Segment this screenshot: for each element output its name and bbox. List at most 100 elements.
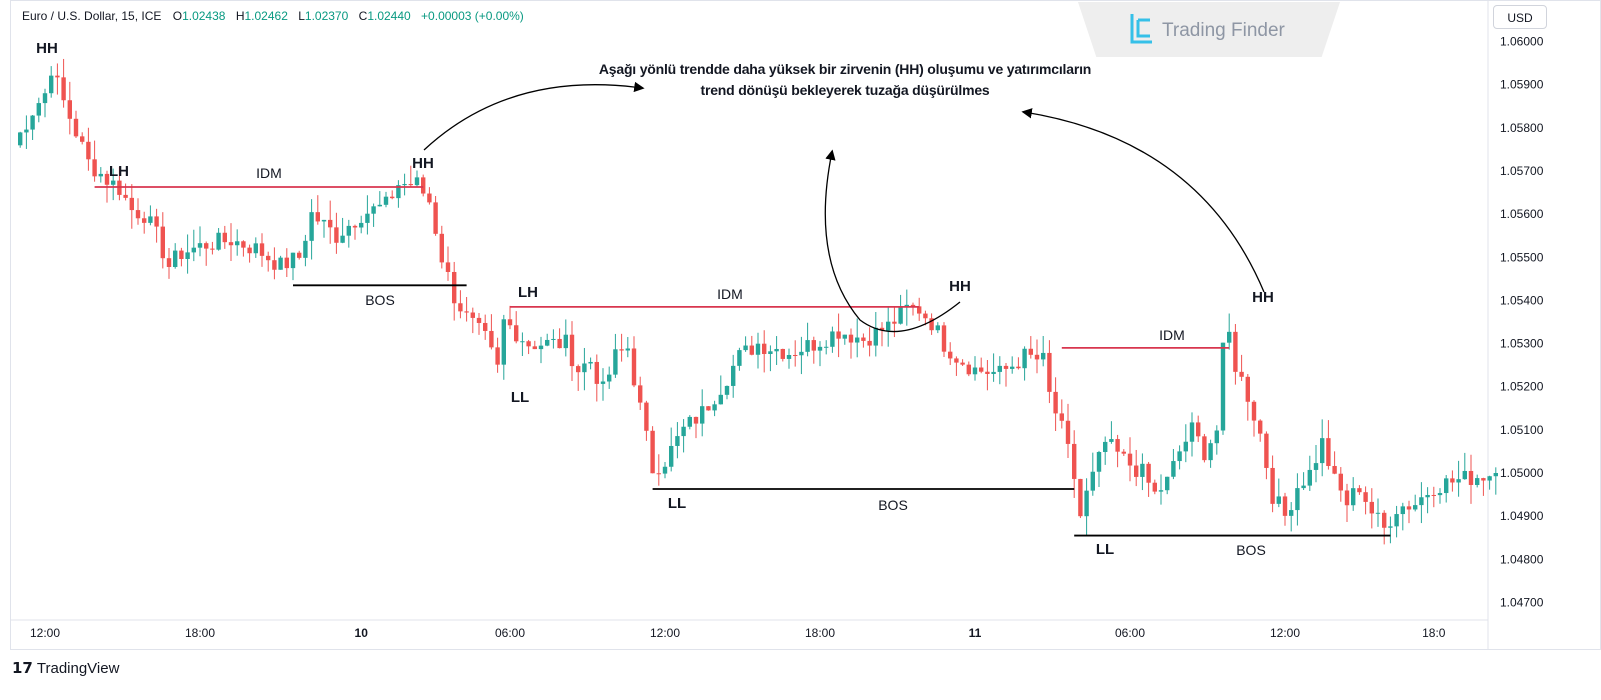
candle-body[interactable] <box>1227 331 1232 343</box>
candle-body[interactable] <box>284 257 289 269</box>
candle-body[interactable] <box>278 257 283 270</box>
candle-body[interactable] <box>408 184 413 186</box>
candle-body[interactable] <box>154 216 159 227</box>
candle-body[interactable] <box>148 216 153 223</box>
candle-body[interactable] <box>36 103 41 116</box>
candle-body[interactable] <box>390 196 395 199</box>
candle-body[interactable] <box>1053 391 1058 414</box>
candle-body[interactable] <box>842 334 847 339</box>
candle-body[interactable] <box>18 132 23 146</box>
candle-body[interactable] <box>303 240 308 258</box>
candle-body[interactable] <box>873 327 878 346</box>
candle-body[interactable] <box>1276 496 1281 504</box>
candle-body[interactable] <box>433 202 438 234</box>
candle-body[interactable] <box>160 226 165 259</box>
candle-body[interactable] <box>80 136 85 142</box>
candle-body[interactable] <box>427 193 432 203</box>
candle-body[interactable] <box>266 255 271 261</box>
candle-body[interactable] <box>1481 478 1486 481</box>
candle-body[interactable] <box>1158 490 1164 492</box>
candle-body[interactable] <box>929 318 934 331</box>
candle-body[interactable] <box>910 304 916 307</box>
candle-body[interactable] <box>1338 473 1343 491</box>
candle-body[interactable] <box>997 365 1002 372</box>
candle-body[interactable] <box>129 197 134 211</box>
candle-body[interactable] <box>290 252 296 269</box>
candle-body[interactable] <box>1103 441 1108 453</box>
candle-body[interactable] <box>1475 478 1480 485</box>
candle-body[interactable] <box>979 367 984 372</box>
candle-body[interactable] <box>1115 439 1120 452</box>
candle-body[interactable] <box>445 262 451 272</box>
candle-body[interactable] <box>917 306 922 314</box>
candle-body[interactable] <box>1090 471 1095 491</box>
candle-body[interactable] <box>1065 420 1071 444</box>
candle-body[interactable] <box>1344 490 1350 506</box>
candle-body[interactable] <box>1282 496 1288 516</box>
candle-body[interactable] <box>532 346 537 350</box>
candle-body[interactable] <box>272 260 277 270</box>
candle-body[interactable] <box>334 227 339 243</box>
candle-body[interactable] <box>235 241 240 246</box>
candle-body[interactable] <box>1307 469 1312 486</box>
candle-body[interactable] <box>365 213 370 223</box>
candle-body[interactable] <box>1413 505 1418 510</box>
candle-body[interactable] <box>985 371 990 374</box>
candle-body[interactable] <box>1165 476 1170 491</box>
candle-body[interactable] <box>1010 366 1015 369</box>
candle-body[interactable] <box>762 343 767 354</box>
candle-body[interactable] <box>1301 485 1306 489</box>
candle-body[interactable] <box>1450 478 1455 483</box>
candle-body[interactable] <box>656 473 661 475</box>
candle-body[interactable] <box>1171 461 1176 477</box>
candle-body[interactable] <box>1047 352 1052 392</box>
candle-body[interactable] <box>563 334 568 349</box>
candle-body[interactable] <box>328 219 333 228</box>
candle-body[interactable] <box>166 258 172 267</box>
candle-body[interactable] <box>501 319 506 365</box>
candle-body[interactable] <box>1406 506 1412 510</box>
candle-body[interactable] <box>650 430 655 474</box>
candle-body[interactable] <box>222 232 227 243</box>
candle-body[interactable] <box>73 118 79 137</box>
candle-body[interactable] <box>700 406 705 424</box>
candle-body[interactable] <box>817 346 823 351</box>
candle-body[interactable] <box>904 304 909 307</box>
candle-body[interactable] <box>210 248 215 250</box>
candle-body[interactable] <box>86 141 91 160</box>
candle-body[interactable] <box>352 225 358 228</box>
candle-body[interactable] <box>49 75 54 94</box>
candle-body[interactable] <box>662 466 668 474</box>
candle-body[interactable] <box>1096 452 1102 472</box>
candle-body[interactable] <box>92 159 97 177</box>
candle-body[interactable] <box>173 250 178 267</box>
candle-body[interactable] <box>675 436 680 446</box>
candle-body[interactable] <box>594 361 599 384</box>
candle-body[interactable] <box>879 327 885 331</box>
candle-body[interactable] <box>98 173 103 177</box>
candle-body[interactable] <box>848 334 854 343</box>
candle-body[interactable] <box>755 343 761 355</box>
candle-body[interactable] <box>935 325 940 331</box>
candle-body[interactable] <box>1444 478 1449 494</box>
candle-body[interactable] <box>135 210 141 219</box>
candle-body[interactable] <box>526 341 531 347</box>
candle-body[interactable] <box>1363 492 1368 502</box>
candle-body[interactable] <box>1084 490 1089 517</box>
candle-body[interactable] <box>414 177 420 186</box>
candle-body[interactable] <box>1134 465 1139 477</box>
candle-body[interactable] <box>1152 482 1157 492</box>
candle-body[interactable] <box>402 184 407 186</box>
candle-body[interactable] <box>346 225 351 236</box>
candle-body[interactable] <box>1326 438 1331 466</box>
candle-body[interactable] <box>861 337 866 341</box>
candle-body[interactable] <box>1493 473 1498 477</box>
candle-body[interactable] <box>489 330 494 348</box>
candle-body[interactable] <box>421 177 426 194</box>
candle-body[interactable] <box>1233 331 1238 372</box>
candle-body[interactable] <box>1382 512 1387 528</box>
candle-body[interactable] <box>1214 430 1219 444</box>
candle-body[interactable] <box>737 350 742 366</box>
candle-body[interactable] <box>799 351 804 356</box>
